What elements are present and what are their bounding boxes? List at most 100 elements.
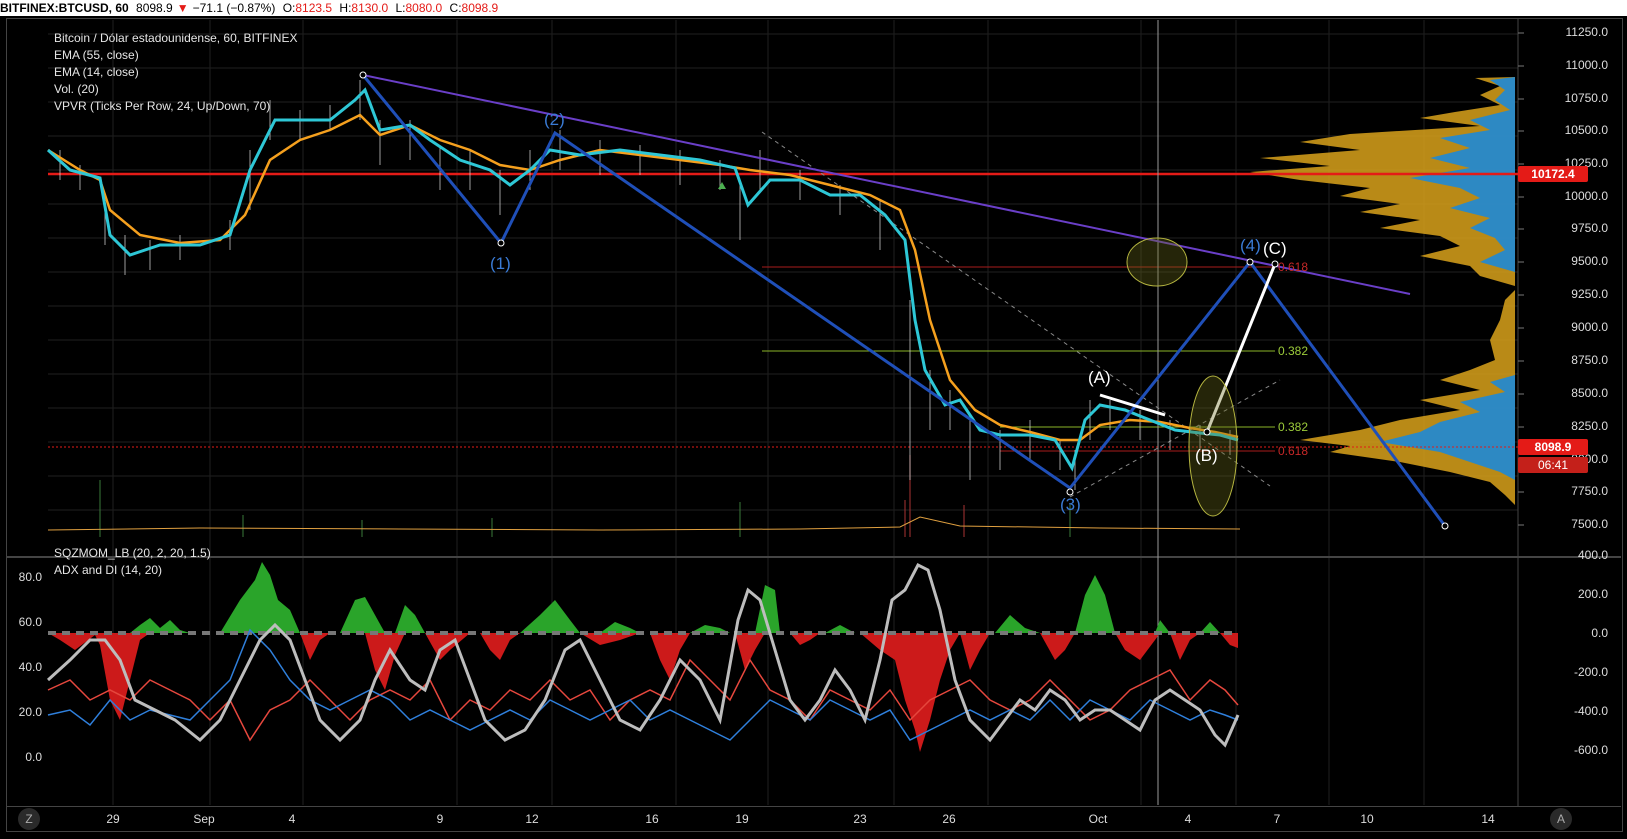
fib-618-label-lower: 0.618 [1278,444,1309,458]
main-legend: Bitcoin / Dólar estadounidense, 60, BITF… [54,30,297,115]
down-arrow-icon: ▼ [176,1,189,15]
dashed-channel-lower[interactable] [1069,379,1281,498]
grid [48,20,1518,805]
highlight-ellipse-lower[interactable] [1188,375,1238,517]
adx-tick: 20.0 [18,705,42,719]
wave-c-label[interactable]: (C) [1263,239,1287,258]
lower-legend: SQZMOM_LB (20, 2, 20, 1.5) ADX and DI (1… [54,545,211,579]
last-price-tag: 8098.9 [1518,439,1588,455]
price-tick: 10500.0 [1564,123,1608,137]
symbol-title[interactable]: Bitcoin / Dólar estadounidense, 60, BITF… [54,31,298,45]
momentum-tick: 200.0 [1577,587,1608,601]
close-label: C: [449,1,462,15]
fib-618-label-upper: 0.618 [1278,260,1309,274]
descending-trendline[interactable] [362,74,1411,295]
adx-tick: 0.0 [25,750,42,764]
time-tick: 7 [1273,812,1281,826]
adx-line [46,562,1240,748]
auto-scale-button[interactable]: A [1550,808,1572,830]
time-tick: 29 [106,812,120,826]
price-tick: 9250.0 [1571,287,1608,301]
candles [59,80,1231,490]
last-price: 8098.9 [136,1,173,15]
green-marker-icon [718,182,726,189]
time-tick: Oct [1088,812,1108,826]
volume-bars [99,455,1071,537]
wave-a-label[interactable]: (A) [1088,368,1111,387]
adx-tick: 60.0 [18,615,42,629]
price-tick: 8250.0 [1571,419,1608,433]
momentum-tick: 400.0 [1577,548,1608,562]
price-change: −71.1 (−0.87%) [192,1,276,15]
wave-2-label[interactable]: (2) [544,110,565,129]
symbol-label[interactable]: BITFINEX:BTCUSD, 60 [0,1,129,15]
adx-tick: 40.0 [18,660,42,674]
wave-3-label[interactable]: (3) [1060,495,1081,514]
vpvr-legend[interactable]: VPVR (Ticks Per Row, 24, Up/Down, 70) [54,99,271,113]
price-tick: 11250.0 [1565,25,1609,39]
time-tick: 26 [942,812,956,826]
adx-tick: 80.0 [18,570,42,584]
price-tick: 8500.0 [1571,386,1608,400]
wave-4-label[interactable]: (4) [1240,236,1261,255]
volume-ma [47,516,1241,531]
time-tick: 19 [735,812,749,826]
ema55-legend[interactable]: EMA (55, close) [54,48,139,62]
ema-55-line [47,113,1239,442]
time-tick: 23 [853,812,867,826]
wave-1-label[interactable]: (1) [490,254,511,273]
momentum-tick: -200.0 [1573,665,1608,679]
wave-b-c-line[interactable] [1205,263,1277,433]
wave-points [359,71,1449,530]
wave-a-b-line[interactable] [1099,393,1166,417]
price-tick: 9000.0 [1571,320,1608,334]
time-tick: 16 [645,812,659,826]
time-tick: 4 [1184,812,1192,826]
high-label: H: [339,1,352,15]
adx-axis: 80.0 60.0 40.0 20.0 0.0 [6,0,42,806]
price-tick: 9750.0 [1571,221,1608,235]
red-line-price-tag: 10172.4 [1518,166,1588,182]
time-tick: 4 [288,812,296,826]
squeeze-momentum-histogram [48,562,1238,752]
di-minus-line [47,658,1239,742]
sqzmom-legend[interactable]: SQZMOM_LB (20, 2, 20, 1.5) [54,546,211,560]
fib-382-label-lower: 0.382 [1278,420,1309,434]
wave-b-label[interactable]: (B) [1195,446,1218,465]
time-tick: 12 [525,812,539,826]
countdown-tag: 06:41 [1518,457,1588,473]
price-tick: 7500.0 [1571,517,1608,531]
momentum-tick: -600.0 [1573,743,1608,757]
ema-14-line [46,87,1239,472]
symbol-status-bar: BITFINEX:BTCUSD, 60 8098.9 ▼ −71.1 (−0.87%… [0,0,1627,16]
ema14-legend[interactable]: EMA (14, close) [54,65,139,79]
price-axis[interactable]: 11250.0 11000.0 10750.0 10500.0 10250.0 … [1518,0,1616,560]
open-value: 8123.5 [295,1,333,15]
time-axis[interactable]: 29 Sep 4 9 12 16 19 23 26 Oct 4 7 10 14 [6,806,1621,831]
price-tick: 8750.0 [1571,353,1608,367]
price-tick: 7750.0 [1571,484,1608,498]
momentum-axis[interactable]: 400.0 200.0 0.0 -200.0 -400.0 -600.0 [1518,0,1616,806]
time-tick: 10 [1360,812,1374,826]
price-tick: 10000.0 [1564,189,1608,203]
high-value: 8130.0 [351,1,389,15]
time-tick: Sep [193,812,215,826]
time-tick: 14 [1481,812,1495,826]
highlight-ellipse-upper[interactable] [1126,237,1188,287]
di-plus-line [47,628,1239,741]
time-tick: 9 [436,812,444,826]
zoom-reset-button[interactable]: Z [18,808,40,830]
adx-legend[interactable]: ADX and DI (14, 20) [54,563,163,577]
price-tick: 10750.0 [1564,91,1608,105]
price-tick: 9500.0 [1571,254,1608,268]
momentum-tick: 0.0 [1591,626,1608,640]
price-tick: 11000.0 [1565,58,1609,72]
low-value: 8080.0 [405,1,443,15]
low-label: L: [395,1,406,15]
open-label: O: [282,1,296,15]
momentum-tick: -400.0 [1573,704,1608,718]
volume-legend[interactable]: Vol. (20) [54,82,99,96]
fib-382-label-upper: 0.382 [1278,344,1309,358]
wave-count-path[interactable] [361,74,1447,527]
